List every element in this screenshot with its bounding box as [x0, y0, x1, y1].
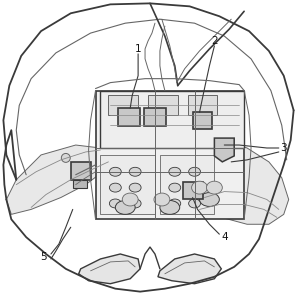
- Text: 5: 5: [40, 252, 46, 262]
- Ellipse shape: [129, 167, 141, 176]
- Ellipse shape: [189, 167, 200, 176]
- Bar: [108, 96, 138, 115]
- Bar: [95, 91, 244, 219]
- Ellipse shape: [189, 199, 200, 208]
- Text: 2: 2: [211, 36, 218, 46]
- Ellipse shape: [169, 183, 181, 192]
- Polygon shape: [195, 138, 289, 224]
- Ellipse shape: [169, 167, 181, 176]
- Bar: [188, 96, 218, 115]
- Ellipse shape: [154, 193, 170, 206]
- Ellipse shape: [192, 181, 208, 194]
- Ellipse shape: [169, 199, 181, 208]
- Polygon shape: [158, 254, 221, 284]
- Ellipse shape: [115, 201, 135, 214]
- Ellipse shape: [122, 193, 138, 206]
- Bar: [71, 162, 91, 180]
- Bar: [73, 180, 87, 188]
- Bar: [100, 91, 244, 148]
- Text: 3: 3: [280, 143, 287, 153]
- Ellipse shape: [61, 153, 70, 162]
- Bar: [148, 96, 178, 115]
- Polygon shape: [6, 145, 110, 214]
- Ellipse shape: [129, 199, 141, 208]
- Text: 4: 4: [221, 232, 228, 242]
- Bar: [118, 108, 140, 126]
- Ellipse shape: [129, 183, 141, 192]
- Bar: [144, 108, 166, 126]
- Polygon shape: [79, 254, 140, 284]
- Polygon shape: [214, 138, 234, 162]
- Ellipse shape: [160, 201, 180, 214]
- Bar: [193, 112, 212, 129]
- Ellipse shape: [110, 183, 121, 192]
- Ellipse shape: [110, 167, 121, 176]
- Text: 1: 1: [135, 44, 141, 54]
- Ellipse shape: [200, 193, 219, 206]
- Ellipse shape: [189, 183, 200, 192]
- Bar: [183, 182, 202, 199]
- Bar: [100, 155, 155, 214]
- Bar: [160, 155, 214, 214]
- Ellipse shape: [206, 181, 222, 194]
- Ellipse shape: [110, 199, 121, 208]
